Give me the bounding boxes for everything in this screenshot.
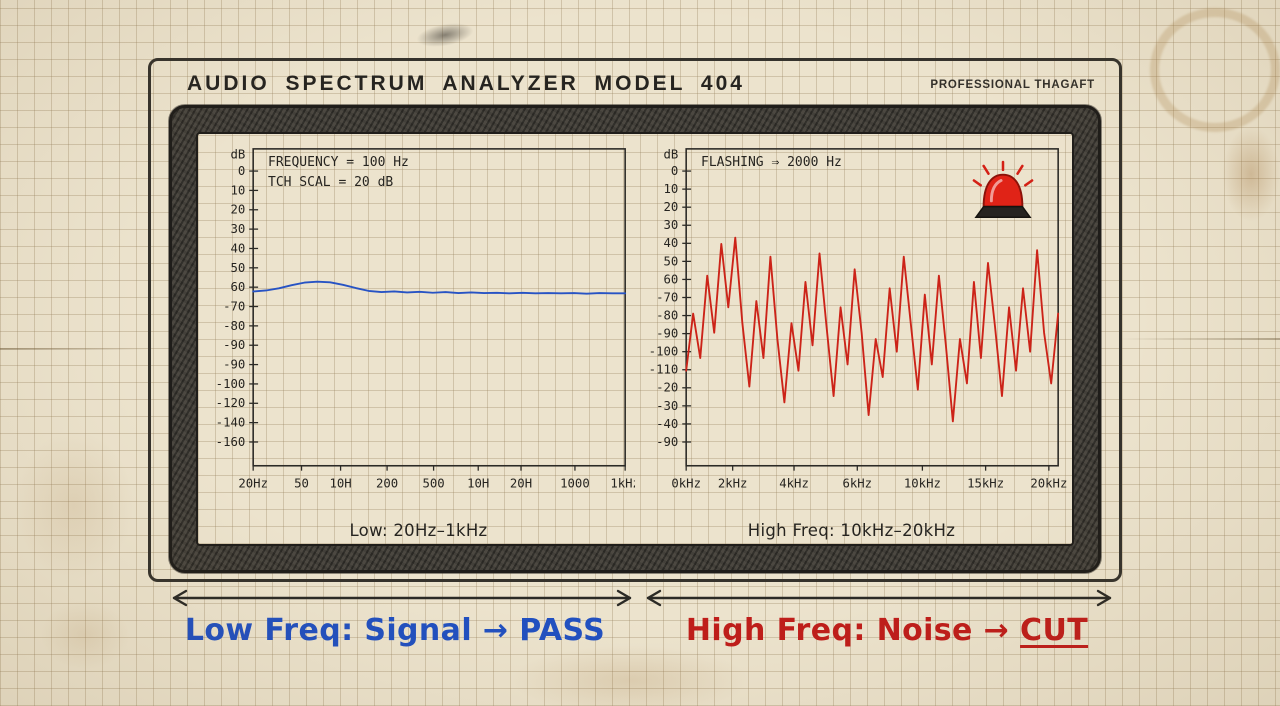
svg-text:6kHz: 6kHz (842, 476, 872, 490)
svg-text:-120: -120 (216, 396, 246, 410)
svg-text:-100: -100 (649, 345, 679, 359)
svg-text:dB: dB (663, 148, 678, 162)
svg-text:-90: -90 (656, 327, 678, 341)
svg-text:50: 50 (294, 476, 309, 490)
high-freq-chart: dB 0 10 20 30 40 50 60 -70 -80 -90 -100 -110 -20 -30 -4… (649, 148, 1068, 491)
low-freq-panel: FREQUENCY = 100 Hz TCH SCAL = 20 dB dB 0 1… (202, 138, 635, 542)
svg-text:-80: -80 (223, 319, 245, 333)
svg-text:200: 200 (376, 476, 398, 490)
svg-text:20: 20 (230, 203, 245, 217)
svg-text:40: 40 (663, 236, 678, 250)
coffee-stain-blob (1222, 126, 1280, 222)
svg-text:60: 60 (663, 272, 678, 286)
svg-text:10: 10 (230, 183, 245, 197)
device-badge: PROFESSIONAL THAGAFT (930, 79, 1095, 92)
paper-stain (40, 600, 130, 670)
cut-label-prefix: High Freq: Noise → (685, 613, 1021, 648)
svg-text:-80: -80 (656, 308, 678, 322)
pass-label-text: Low Freq: Signal → PASS (184, 613, 606, 648)
svg-text:-90: -90 (656, 435, 678, 449)
svg-text:-70: -70 (223, 299, 245, 313)
svg-text:2kHz: 2kHz (718, 476, 748, 490)
svg-text:60: 60 (230, 280, 245, 294)
analyzer-device-frame: AUDIO SPECTRUM ANALYZER MODEL 404 PROFES… (148, 58, 1122, 582)
paper-crease (0, 348, 150, 350)
svg-text:10: 10 (663, 182, 678, 196)
svg-text:0: 0 (238, 164, 245, 178)
svg-text:10H: 10H (329, 476, 351, 490)
pencil-smudge (414, 19, 476, 51)
svg-text:-90: -90 (223, 358, 245, 372)
svg-text:-20: -20 (656, 381, 678, 395)
coffee-stain-ring (1150, 8, 1280, 132)
svg-text:50: 50 (663, 254, 678, 268)
paper-stain (14, 430, 134, 580)
svg-text:20: 20 (663, 200, 678, 214)
display-bezel: FREQUENCY = 100 Hz TCH SCAL = 20 dB dB 0 1… (169, 105, 1101, 573)
high-freq-caption: High Freq: 10kHz–20kHz (747, 521, 956, 540)
svg-text:20kHz: 20kHz (1030, 476, 1067, 490)
svg-text:10H: 10H (467, 476, 489, 490)
cut-emphasis: CUT (1020, 613, 1089, 648)
svg-text:1kHz: 1kHz (610, 476, 635, 490)
siren-icon (972, 160, 1034, 219)
low-range-arrow (172, 589, 632, 607)
svg-text:500: 500 (422, 476, 444, 490)
range-arrows (172, 589, 1112, 607)
svg-text:-90: -90 (223, 338, 245, 352)
paper-crease (1118, 338, 1280, 340)
svg-text:-30: -30 (656, 399, 678, 413)
svg-text:40: 40 (230, 241, 245, 255)
low-freq-caption: Low: 20Hz–1kHz (349, 521, 488, 540)
svg-text:10kHz: 10kHz (904, 476, 941, 490)
svg-text:50: 50 (230, 261, 245, 275)
svg-text:-110: -110 (649, 363, 679, 377)
device-title: AUDIO SPECTRUM ANALYZER MODEL 404 (187, 72, 745, 95)
svg-text:-40: -40 (656, 417, 678, 431)
pass-label: Low Freq: Signal → PASS (156, 612, 634, 650)
cut-label: High Freq: Noise → CUT (648, 612, 1126, 650)
svg-text:30: 30 (230, 222, 245, 236)
svg-text:1000: 1000 (560, 476, 590, 490)
svg-text:-70: -70 (656, 290, 678, 304)
low-freq-chart: dB 0 10 20 30 40 50 60 -70 -80 -90 -90 -100 -120 -140 -… (216, 148, 635, 491)
paper-stain (510, 645, 750, 706)
svg-text:-140: -140 (216, 416, 246, 430)
svg-text:15kHz: 15kHz (967, 476, 1004, 490)
svg-text:30: 30 (663, 218, 678, 232)
svg-text:dB: dB (230, 148, 245, 162)
device-header: AUDIO SPECTRUM ANALYZER MODEL 404 PROFES… (187, 71, 1095, 96)
svg-text:-160: -160 (216, 435, 246, 449)
svg-text:-100: -100 (216, 377, 246, 391)
svg-text:4kHz: 4kHz (779, 476, 809, 490)
svg-text:0kHz: 0kHz (671, 476, 701, 490)
display-screen: FREQUENCY = 100 Hz TCH SCAL = 20 dB dB 0 1… (196, 132, 1074, 546)
svg-text:20H: 20H (510, 476, 532, 490)
high-freq-panel: FLASHING ⇒ 2000 Hz (635, 138, 1068, 542)
high-range-arrow (646, 589, 1112, 607)
svg-text:0: 0 (671, 164, 678, 178)
svg-text:20Hz: 20Hz (238, 476, 268, 490)
